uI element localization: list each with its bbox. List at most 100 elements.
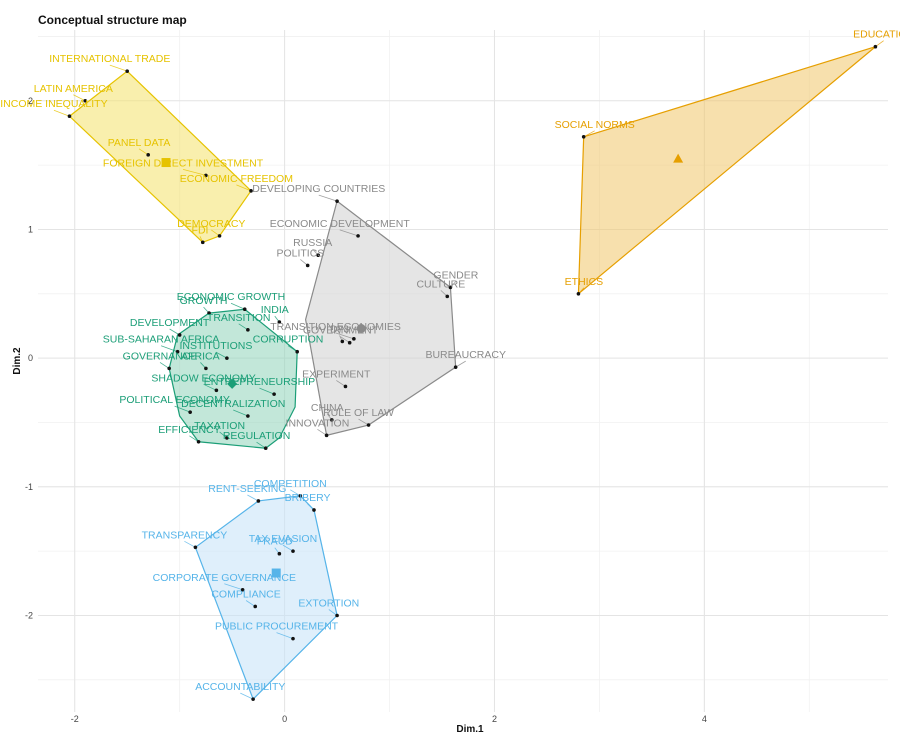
point-label: INCOME INEQUALITY	[0, 98, 107, 110]
point-label: TAXATION	[194, 420, 245, 432]
point-labels: INTERNATIONAL TRADE LATIN AMERICA INCOME I…	[0, 29, 900, 693]
data-point	[251, 697, 255, 701]
leader-line	[169, 328, 180, 336]
point-label: PUBLIC PROCUREMENT	[215, 621, 339, 633]
leader-line	[358, 418, 369, 426]
data-point	[340, 339, 345, 344]
cluster-hull-yellow	[68, 70, 252, 244]
point-label: DEVELOPING COUNTRIES	[252, 183, 385, 195]
data-point	[366, 423, 371, 427]
data-point	[298, 494, 303, 498]
point-label: EXPERIMENT	[302, 368, 371, 380]
point-label: GROWTH	[180, 295, 228, 307]
leader-line	[247, 494, 259, 502]
data-point	[240, 587, 245, 592]
data-point	[312, 508, 316, 512]
leader-line	[282, 544, 294, 552]
data-point	[305, 263, 310, 268]
y-tick-label: 1	[28, 224, 33, 234]
leader-line	[189, 435, 199, 443]
leader-line	[224, 583, 243, 591]
data-point	[207, 311, 211, 315]
data-point	[256, 499, 261, 503]
data-point	[214, 388, 219, 393]
data-point	[246, 328, 250, 332]
chart-title: Conceptual structure map	[38, 13, 187, 27]
axis-ticks: -2 0 2 4 -2 -1 0 1 2	[25, 96, 707, 724]
leader-line	[238, 323, 249, 331]
data-point	[445, 294, 450, 299]
point-label: ETHICS	[565, 276, 604, 288]
y-tick-label: -2	[25, 610, 33, 620]
data-point	[277, 551, 282, 556]
data-point	[277, 320, 282, 324]
point-label: BRIBERY	[285, 492, 331, 504]
point-label: POLITICAL ECONOMY	[119, 394, 229, 406]
point-label: GOVERNMENT	[303, 325, 379, 337]
leader-line	[455, 360, 466, 368]
point-label: TRANSPARENCY	[142, 529, 228, 541]
point-label: ACCOUNTABILITY	[195, 681, 285, 693]
centroid-blue	[271, 568, 281, 578]
x-axis-title: Dim.1	[456, 724, 484, 735]
y-tick-label: -1	[25, 482, 33, 492]
data-point	[200, 240, 205, 245]
leader-line	[583, 130, 595, 138]
leader-line	[240, 692, 254, 700]
data-point	[330, 418, 334, 422]
leader-line	[336, 380, 346, 387]
point-label: ECONOMIC DEVELOPMENT	[270, 218, 411, 230]
x-tick-label: 4	[702, 714, 707, 724]
centroid-gray	[356, 324, 366, 334]
data-point	[335, 199, 339, 203]
data-point	[67, 114, 72, 119]
point-label: ENTREPRENEURSHIP	[204, 376, 315, 388]
centroid-orange	[673, 153, 684, 163]
point-label: CULTURE	[416, 278, 465, 290]
point-label: GENDER	[433, 269, 478, 281]
point-label: CORPORATE GOVERNANCE	[153, 572, 296, 584]
leader-line	[287, 345, 298, 353]
point-label: DEMOCRACY	[177, 218, 245, 230]
point-label: SOCIAL NORMS	[555, 119, 635, 131]
leader-line	[245, 600, 256, 607]
point-label: GOVERNANCE	[123, 350, 198, 362]
data-point	[263, 446, 268, 451]
data-point	[253, 604, 258, 609]
point-label: SUB-SAHARAN AFRICA	[103, 334, 220, 346]
x-tick-label: -2	[71, 714, 79, 724]
data-point	[249, 189, 253, 193]
data-point	[196, 439, 201, 444]
point-label: INSTITUTIONS	[179, 340, 252, 352]
point-label: EXTORTION	[298, 597, 359, 609]
data-point	[347, 340, 352, 345]
data-point	[343, 384, 348, 389]
point-label: INDIA	[261, 304, 289, 316]
data-point	[873, 44, 878, 49]
data-point	[581, 135, 586, 139]
data-point	[295, 349, 299, 354]
data-point	[225, 436, 229, 440]
point-label: CORRUPTION	[253, 334, 324, 346]
point-label: FOREIGN DIRECT INVESTMENT	[103, 157, 264, 169]
data-point	[291, 636, 295, 641]
point-label: ECONOMIC FREEDOM	[180, 173, 293, 185]
leader-line	[290, 489, 301, 497]
data-point	[316, 253, 320, 257]
data-point	[335, 613, 339, 618]
data-point	[576, 291, 581, 296]
point-label: BUREAUCRACY	[425, 349, 506, 361]
point-label: FRAUD	[257, 536, 294, 548]
point-label: D73	[330, 323, 349, 335]
point-label: TAX EVASION	[249, 533, 317, 545]
point-label: LATIN AMERICA	[34, 83, 113, 95]
centroid-green	[227, 378, 238, 389]
y-tick-label: 2	[28, 96, 33, 106]
cluster-hull-orange	[577, 46, 876, 296]
x-tick-label: 2	[492, 714, 497, 724]
point-label: AFRICA	[181, 350, 220, 362]
data-point	[167, 366, 171, 371]
data-point	[204, 366, 208, 371]
data-point	[246, 414, 250, 418]
